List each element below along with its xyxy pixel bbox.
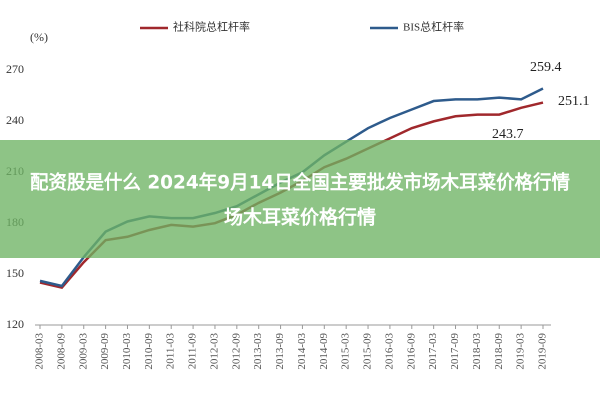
annotation: 243.7 bbox=[492, 127, 524, 142]
x-tick-label: 2018-03 bbox=[471, 333, 483, 370]
x-tick-label: 2008-09 bbox=[55, 333, 67, 370]
legend-label: 社科院总杠杆率 bbox=[173, 20, 250, 34]
x-tick-label: 2012-09 bbox=[230, 333, 242, 370]
y-tick-label: 240 bbox=[6, 113, 24, 127]
x-tick-label: 2016-03 bbox=[383, 333, 395, 370]
y-tick-label: 120 bbox=[6, 317, 24, 331]
x-tick-label: 2015-09 bbox=[362, 333, 374, 370]
x-tick-label: 2017-09 bbox=[449, 333, 461, 370]
y-tick-label: 150 bbox=[6, 266, 24, 280]
x-tick-label: 2018-09 bbox=[493, 333, 505, 370]
x-tick-label: 2009-09 bbox=[99, 333, 111, 370]
x-tick-label: 2017-03 bbox=[427, 333, 439, 370]
x-tick-label: 2014-03 bbox=[296, 333, 308, 370]
x-tick-label: 2019-09 bbox=[537, 333, 549, 370]
x-tick-label: 2010-09 bbox=[143, 333, 155, 370]
x-tick-label: 2014-09 bbox=[318, 333, 330, 370]
annotation: 259.4 bbox=[530, 60, 562, 75]
x-tick-label: 2011-03 bbox=[165, 333, 177, 370]
banner-line: 场木耳菜价格行情 bbox=[224, 206, 376, 229]
x-tick-label: 2013-03 bbox=[252, 333, 264, 370]
unit-label: (%) bbox=[30, 30, 48, 44]
x-tick-label: 2013-09 bbox=[274, 333, 286, 370]
x-tick-label: 2012-03 bbox=[208, 333, 220, 370]
x-tick-label: 2008-03 bbox=[34, 333, 46, 370]
x-tick-label: 2016-09 bbox=[405, 333, 417, 370]
x-tick-label: 2009-03 bbox=[77, 333, 89, 370]
x-tick-label: 2015-03 bbox=[340, 333, 352, 370]
banner-line: 配资股是什么 2024年9月14日全国主要批发市场木耳菜价格行情 bbox=[30, 171, 570, 194]
banner-background bbox=[0, 140, 600, 258]
x-tick-label: 2019-03 bbox=[515, 333, 527, 370]
legend-label: BIS总杠杆率 bbox=[403, 20, 464, 34]
annotation: 251.1 bbox=[558, 94, 590, 109]
y-tick-label: 270 bbox=[6, 62, 24, 76]
x-tick-label: 2011-09 bbox=[187, 333, 199, 370]
x-tick-label: 2010-03 bbox=[121, 333, 133, 370]
